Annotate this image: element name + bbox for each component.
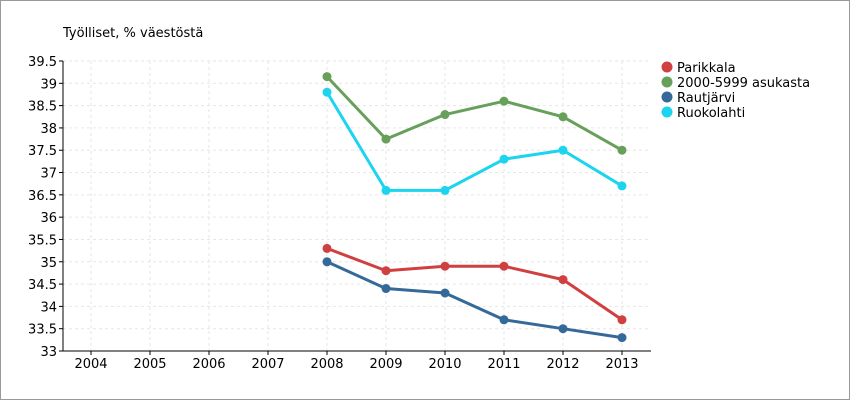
y-tick-label: 39 (40, 77, 57, 92)
data-point-ruokolahti (322, 87, 332, 97)
legend-marker (661, 61, 673, 73)
y-tick-label: 37.5 (28, 144, 57, 159)
data-point-parikkala (440, 261, 450, 271)
data-point-rautjärvi (381, 284, 391, 294)
x-tick-label: 2013 (605, 357, 638, 372)
y-tick-label: 37 (40, 167, 57, 182)
data-point-rautjärvi (558, 324, 568, 334)
series-line-2000-5999-asukasta (325, 75, 623, 152)
y-tick-label: 36.5 (28, 189, 57, 204)
grid (63, 60, 651, 352)
y-tick-label: 36 (40, 211, 57, 226)
data-point-parikkala (381, 266, 391, 276)
y-tick-label: 38.5 (28, 100, 57, 115)
y-tick-label: 33 (40, 345, 57, 360)
data-point-rautjärvi (440, 288, 450, 298)
x-tick-label: 2008 (310, 357, 343, 372)
y-tick-label: 34 (40, 300, 57, 315)
legend-marker (661, 76, 673, 88)
data-point-2000-5999-asukasta (499, 96, 509, 106)
data-point-parikkala (499, 261, 509, 271)
series-line-rautjärvi (326, 260, 623, 340)
axes: 33 33.5 34 34.5 35 35.5 36 36.5 37 37.5 38 38.5 39 39… (28, 55, 651, 372)
legend-label: Rautjärvi (677, 91, 735, 106)
data-point-2000-5999-asukasta (440, 110, 450, 120)
x-tick-label: 2004 (74, 357, 107, 372)
legend-marker (661, 106, 673, 118)
legend-label: 2000-5999 asukasta (677, 76, 810, 91)
data-point-ruokolahti (440, 185, 450, 195)
y-tick-label: 35.5 (28, 233, 57, 248)
data-point-rautjärvi (499, 315, 509, 325)
y-tick-label: 34.5 (28, 278, 57, 293)
data-point-ruokolahti (381, 185, 391, 195)
data-point-parikkala (322, 243, 332, 253)
data-point-parikkala (558, 275, 568, 285)
x-tick-label: 2009 (369, 357, 402, 372)
data-point-2000-5999-asukasta (381, 134, 391, 144)
x-tick-label: 2010 (428, 357, 461, 372)
y-tick-label: 39.5 (28, 55, 57, 70)
x-tick-label: 2007 (251, 357, 284, 372)
data-point-parikkala (617, 315, 627, 325)
y-tick-label: 33.5 (28, 323, 57, 338)
x-tick-label: 2012 (546, 357, 579, 372)
legend-label: Parikkala (677, 61, 736, 76)
data-point-rautjärvi (322, 257, 332, 267)
chart-title: Työlliset, % väestöstä (62, 26, 203, 41)
legend-label: Ruokolahti (677, 106, 745, 121)
data-point-rautjärvi (617, 333, 627, 343)
data-point-ruokolahti (499, 154, 509, 164)
series-line-parikkala (326, 246, 623, 322)
data-point-ruokolahti (558, 145, 568, 155)
series-line-ruokolahti (325, 91, 623, 192)
data-point-2000-5999-asukasta (617, 145, 627, 155)
data-point-ruokolahti (617, 181, 627, 191)
data-point-2000-5999-asukasta (558, 112, 568, 122)
series (322, 72, 627, 343)
data-point-2000-5999-asukasta (322, 72, 332, 82)
legend-marker (661, 91, 673, 103)
y-tick-label: 35 (40, 256, 57, 271)
x-tick-label: 2005 (133, 357, 166, 372)
x-tick-label: 2011 (487, 357, 520, 372)
x-tick-label: 2006 (192, 357, 225, 372)
y-tick-label: 38 (40, 122, 57, 137)
